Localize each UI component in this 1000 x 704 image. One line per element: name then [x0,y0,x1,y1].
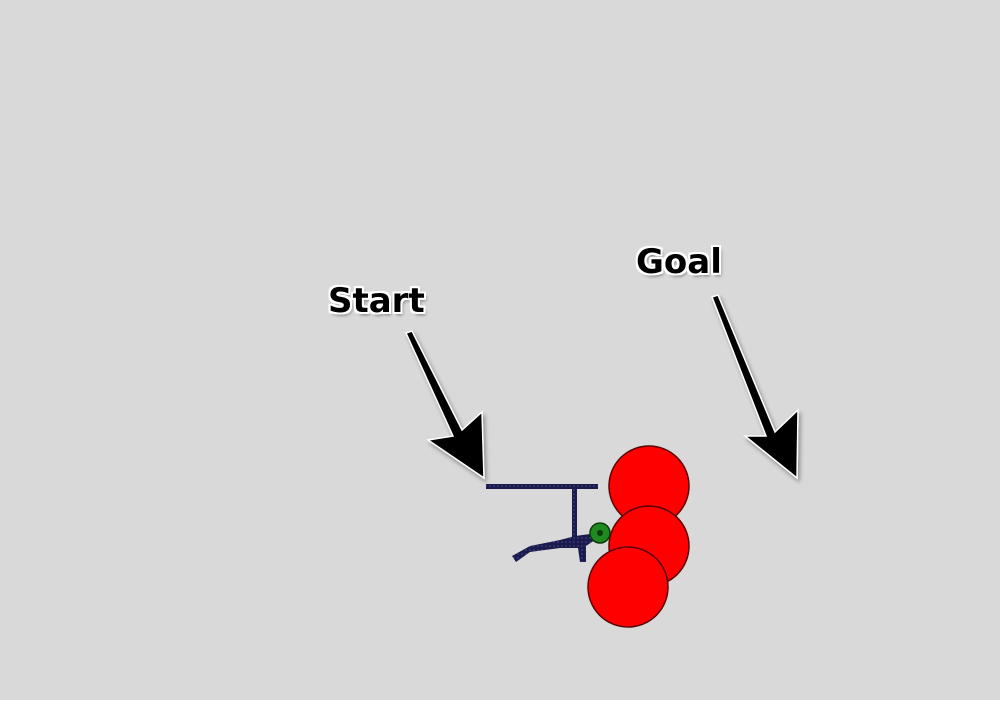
goal-arrow-icon [711,294,799,480]
end-effector-center [597,530,603,536]
start-label: Start [328,281,425,321]
robot-start-link [486,484,598,489]
robot-arm [486,484,598,562]
goal-label: Goal [636,242,722,282]
robot-vertical-link [572,486,577,538]
start-arrow-icon [404,330,485,480]
obstacle-bottom [587,546,669,628]
robot-lower-link [512,534,598,562]
